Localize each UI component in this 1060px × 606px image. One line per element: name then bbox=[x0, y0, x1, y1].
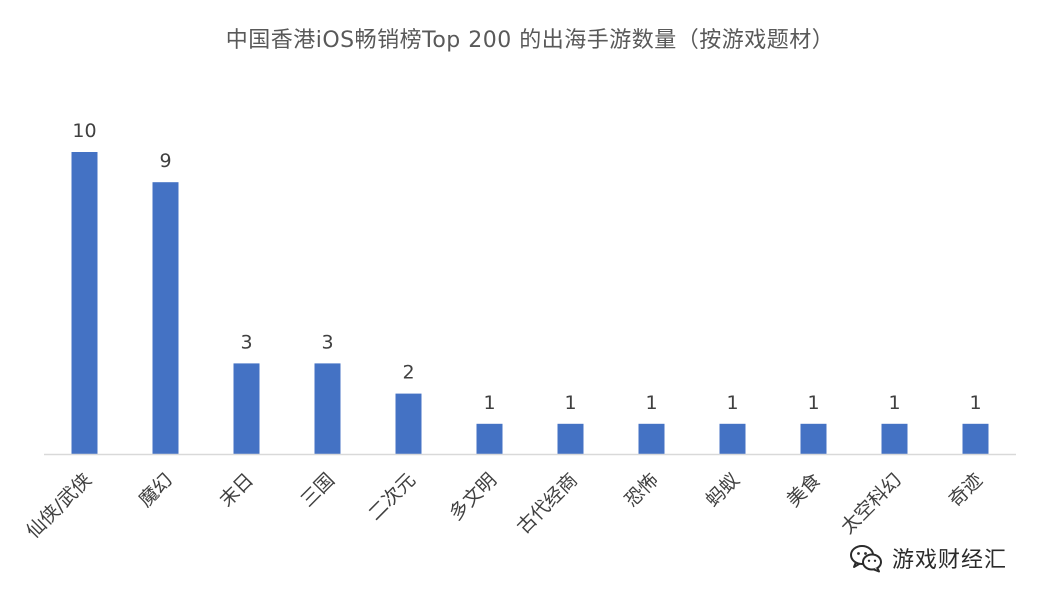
data-label: 1 bbox=[645, 392, 657, 414]
data-label: 1 bbox=[969, 392, 981, 414]
bar-9 bbox=[719, 423, 746, 454]
data-label: 1 bbox=[807, 392, 819, 414]
x-tick-label: 二次元 bbox=[364, 469, 420, 525]
watermark: 游戏财经汇 bbox=[848, 540, 1007, 576]
x-tick-label: 末日 bbox=[216, 469, 258, 511]
bar-3 bbox=[233, 363, 260, 454]
x-tick-label: 三国 bbox=[297, 469, 339, 511]
data-label: 9 bbox=[159, 150, 171, 172]
wechat-icon bbox=[850, 545, 882, 573]
bar-6 bbox=[476, 423, 503, 454]
data-label: 1 bbox=[888, 392, 900, 414]
x-tick-label: 多文明 bbox=[445, 469, 501, 525]
x-tick-label: 美食 bbox=[783, 469, 825, 511]
data-label: 3 bbox=[321, 331, 333, 353]
data-label: 2 bbox=[402, 362, 414, 384]
x-tick-label: 古代经商 bbox=[513, 469, 582, 538]
x-tick-label: 魔幻 bbox=[135, 469, 177, 511]
watermark-text: 游戏财经汇 bbox=[892, 548, 1008, 573]
bar-1 bbox=[71, 152, 98, 454]
bar-4 bbox=[314, 363, 341, 454]
bar-10 bbox=[800, 423, 827, 454]
bar-5 bbox=[395, 393, 422, 454]
data-label: 1 bbox=[564, 392, 576, 414]
x-tick-label: 奇迹 bbox=[945, 469, 987, 511]
x-tick-label: 恐怖 bbox=[621, 469, 663, 511]
x-tick-label: 蚂蚁 bbox=[702, 469, 744, 511]
x-tick-label: 仙侠/武侠 bbox=[22, 469, 96, 543]
data-label: 1 bbox=[726, 392, 738, 414]
data-label: 1 bbox=[483, 392, 495, 414]
bar-7 bbox=[557, 423, 584, 454]
data-label: 3 bbox=[240, 331, 252, 353]
chart-title: 中国香港iOS畅销榜Top 200 的出海手游数量（按游戏题材） bbox=[225, 28, 835, 53]
x-tick-label: 太空科幻 bbox=[837, 469, 906, 538]
bar-12 bbox=[962, 423, 989, 454]
data-label: 10 bbox=[72, 120, 96, 142]
bar-2 bbox=[152, 182, 179, 454]
bar-8 bbox=[638, 423, 665, 454]
bar-11 bbox=[881, 423, 908, 454]
